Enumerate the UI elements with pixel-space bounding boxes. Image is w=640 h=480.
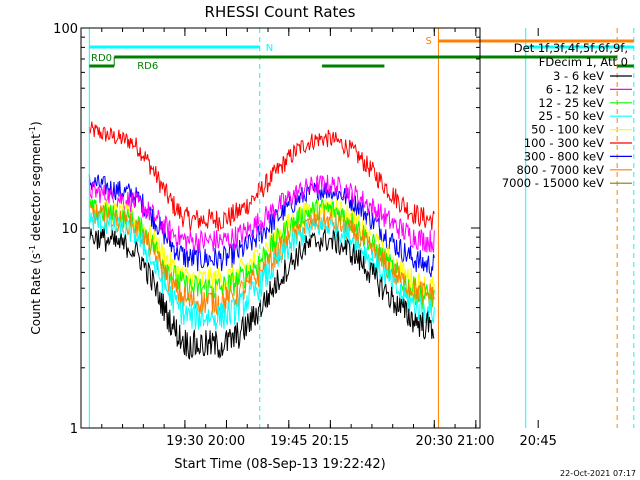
y-tick-label: 100 — [53, 22, 78, 37]
y-axis: 1 10 100 — [53, 22, 480, 437]
y-tick-label: 10 — [61, 222, 78, 237]
x-axis-label: Start Time (08-Sep-13 19:22:42) — [174, 457, 385, 472]
series-line-0 — [88, 228, 435, 360]
legend-label: 3 - 6 keV — [553, 69, 604, 83]
series-line-3 — [88, 211, 435, 331]
legend-label: 50 - 100 keV — [531, 123, 604, 137]
plot-area: N S RD0 RD6 — [88, 28, 635, 428]
x-tick-label: 20:15 — [312, 434, 349, 449]
legend-label: 100 - 300 keV — [524, 136, 604, 150]
x-tick-label: 19:30 — [166, 434, 203, 449]
series-line-5 — [88, 121, 435, 232]
series-line-2 — [88, 198, 435, 309]
legend-label: 7000 - 15000 keV — [502, 176, 604, 190]
night-label: N — [266, 43, 273, 54]
x-tick-label: 21:00 — [457, 434, 494, 449]
y-tick-label: 1 — [70, 422, 78, 437]
y-axis-label-sup2: -1 — [28, 126, 37, 134]
x-tick-label: 20:45 — [519, 434, 556, 449]
legend-label: 6 - 12 keV — [546, 82, 604, 96]
rd0-label: RD0 — [91, 53, 112, 64]
x-tick-label: 20:00 — [208, 434, 245, 449]
y-axis-label: Count Rate (s-1 detector segment-1) — [28, 121, 43, 334]
x-tick-label: 19:45 — [270, 434, 307, 449]
chart-title: RHESSI Count Rates — [205, 3, 356, 21]
y-axis-label-part2: detector segment — [29, 134, 43, 245]
legend: Det 1f,3f,4f,5f,6f,9f, FDecim 1, Att 0 3… — [502, 41, 632, 190]
x-axis: 19:30 19:45 20:00 20:15 20:30 20:45 21:00 — [80, 28, 557, 449]
series-line-6 — [88, 174, 435, 278]
legend-header-1: Det 1f,3f,4f,5f,6f,9f, — [514, 41, 628, 55]
attenuator-segments — [89, 39, 634, 68]
y-axis-label-part1: Count Rate (s — [29, 253, 43, 335]
y-axis-label-sup1: -1 — [28, 245, 37, 253]
legend-label: 300 - 800 keV — [524, 149, 604, 163]
x-tick-label: 20:30 — [416, 434, 453, 449]
saa-label: S — [425, 36, 431, 47]
footer-date: 22-Oct-2021 07:17 — [560, 469, 636, 478]
rd6-label: RD6 — [137, 61, 158, 72]
legend-label: 25 - 50 keV — [538, 109, 604, 123]
series-line-1 — [88, 174, 435, 254]
legend-header-2: FDecim 1, Att 0 — [539, 55, 628, 69]
legend-label: 12 - 25 keV — [538, 96, 604, 110]
legend-label: 800 - 7000 keV — [516, 163, 604, 177]
y-axis-label-part3: ) — [29, 121, 43, 126]
